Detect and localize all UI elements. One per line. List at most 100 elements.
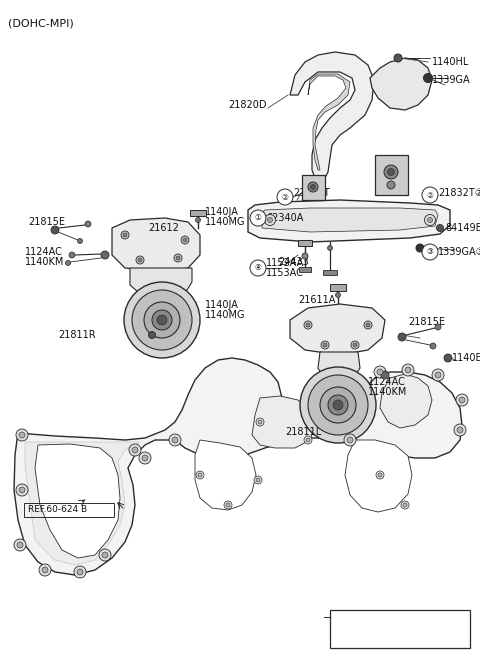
Circle shape bbox=[377, 369, 383, 375]
Polygon shape bbox=[318, 352, 360, 385]
Circle shape bbox=[311, 185, 315, 189]
Polygon shape bbox=[130, 268, 192, 302]
Circle shape bbox=[19, 487, 25, 493]
Bar bbox=[24, 503, 114, 517]
Circle shape bbox=[459, 397, 465, 403]
Circle shape bbox=[308, 375, 368, 435]
Polygon shape bbox=[345, 440, 412, 512]
Text: 21811R: 21811R bbox=[58, 330, 96, 340]
Polygon shape bbox=[25, 442, 140, 565]
Circle shape bbox=[144, 302, 180, 338]
Circle shape bbox=[374, 366, 386, 378]
Circle shape bbox=[176, 256, 180, 260]
Text: REF.60-624 B: REF.60-624 B bbox=[28, 506, 87, 514]
Circle shape bbox=[432, 369, 444, 381]
Circle shape bbox=[436, 225, 444, 231]
Circle shape bbox=[435, 372, 441, 378]
Text: 24433: 24433 bbox=[278, 257, 309, 267]
Polygon shape bbox=[370, 58, 432, 110]
Circle shape bbox=[77, 569, 83, 575]
Text: 1140EU: 1140EU bbox=[452, 353, 480, 363]
Bar bbox=[330, 284, 346, 291]
Text: 1140KM: 1140KM bbox=[368, 387, 408, 397]
Text: NOTE: NOTE bbox=[334, 612, 362, 622]
Circle shape bbox=[19, 432, 25, 438]
Circle shape bbox=[387, 168, 395, 176]
Circle shape bbox=[378, 473, 382, 477]
Circle shape bbox=[172, 437, 178, 443]
Circle shape bbox=[51, 226, 59, 234]
Text: 21832T②: 21832T② bbox=[438, 188, 480, 198]
Circle shape bbox=[152, 310, 172, 330]
Circle shape bbox=[430, 343, 436, 349]
Circle shape bbox=[277, 189, 293, 205]
Polygon shape bbox=[248, 200, 450, 242]
Circle shape bbox=[381, 371, 389, 379]
Circle shape bbox=[142, 455, 148, 461]
Circle shape bbox=[424, 214, 435, 225]
Circle shape bbox=[428, 217, 432, 223]
Circle shape bbox=[402, 364, 414, 376]
Circle shape bbox=[157, 315, 167, 325]
Polygon shape bbox=[375, 155, 408, 195]
Circle shape bbox=[323, 343, 327, 347]
Circle shape bbox=[139, 452, 151, 464]
Circle shape bbox=[148, 331, 156, 339]
Bar bbox=[190, 210, 206, 216]
Circle shape bbox=[195, 217, 201, 223]
Text: 21820D: 21820D bbox=[228, 100, 266, 110]
Circle shape bbox=[250, 260, 266, 276]
Text: 1339GA③: 1339GA③ bbox=[438, 247, 480, 257]
Circle shape bbox=[422, 244, 438, 260]
Circle shape bbox=[254, 476, 262, 484]
Circle shape bbox=[300, 367, 376, 443]
Polygon shape bbox=[290, 52, 374, 178]
Circle shape bbox=[364, 321, 372, 329]
Circle shape bbox=[39, 564, 51, 576]
Circle shape bbox=[181, 236, 189, 244]
Circle shape bbox=[101, 251, 109, 259]
Circle shape bbox=[405, 367, 411, 373]
Text: 1339GA: 1339GA bbox=[432, 75, 470, 85]
Text: THE NO. 21830  :①~④: THE NO. 21830 :①~④ bbox=[334, 631, 435, 641]
Circle shape bbox=[416, 244, 424, 252]
Circle shape bbox=[376, 471, 384, 479]
Bar bbox=[299, 267, 311, 272]
Circle shape bbox=[328, 395, 348, 415]
Circle shape bbox=[366, 323, 370, 327]
Text: 21811L: 21811L bbox=[285, 427, 321, 437]
Text: 1152AA: 1152AA bbox=[266, 258, 304, 268]
Circle shape bbox=[196, 471, 204, 479]
Circle shape bbox=[69, 252, 75, 258]
Circle shape bbox=[444, 354, 452, 362]
Circle shape bbox=[435, 324, 441, 330]
Circle shape bbox=[304, 321, 312, 329]
Polygon shape bbox=[302, 175, 325, 200]
Circle shape bbox=[302, 253, 308, 259]
Text: 1140MG: 1140MG bbox=[205, 217, 245, 227]
Circle shape bbox=[456, 394, 468, 406]
Text: 21832T: 21832T bbox=[293, 188, 330, 198]
Circle shape bbox=[74, 566, 86, 578]
Circle shape bbox=[422, 187, 438, 203]
Circle shape bbox=[401, 501, 409, 509]
Polygon shape bbox=[308, 74, 350, 170]
Text: (DOHC-MPI): (DOHC-MPI) bbox=[8, 18, 74, 28]
Circle shape bbox=[264, 214, 276, 225]
Circle shape bbox=[85, 221, 91, 227]
Circle shape bbox=[77, 238, 83, 244]
Circle shape bbox=[198, 473, 202, 477]
Bar bbox=[323, 270, 337, 275]
Polygon shape bbox=[14, 358, 462, 575]
Circle shape bbox=[16, 484, 28, 496]
Circle shape bbox=[132, 290, 192, 350]
Circle shape bbox=[306, 323, 310, 327]
Circle shape bbox=[258, 420, 262, 424]
Text: 21815E: 21815E bbox=[28, 217, 65, 227]
Bar bbox=[298, 240, 312, 246]
Text: 21611A: 21611A bbox=[298, 295, 336, 305]
Circle shape bbox=[17, 542, 23, 548]
Circle shape bbox=[65, 261, 71, 265]
Circle shape bbox=[321, 341, 329, 349]
Circle shape bbox=[123, 233, 127, 237]
